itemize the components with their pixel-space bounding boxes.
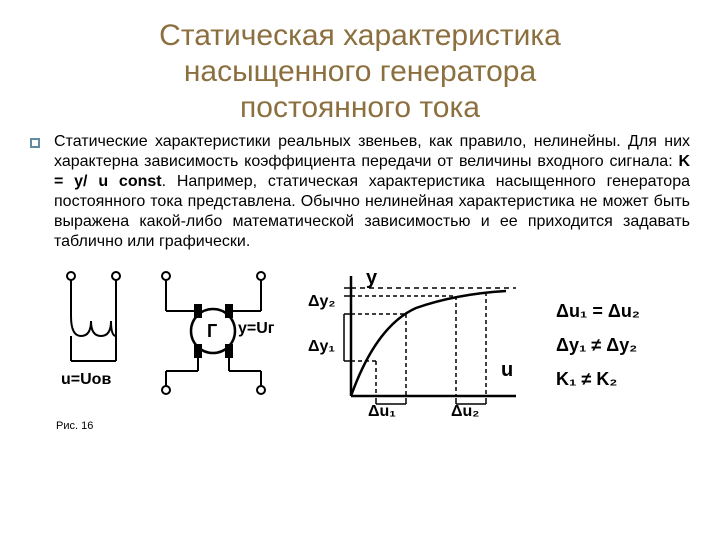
dy2-label: Δy₂	[308, 293, 336, 310]
title-line-2: насыщенного генератора	[184, 55, 536, 88]
eq-2: Δy₁ ≠ Δy₂	[556, 328, 640, 362]
circuit-diagram: u=Uов Г y=Uг Рис.	[56, 266, 276, 432]
bullet-icon	[30, 138, 40, 148]
du1-label: Δu₁	[368, 403, 396, 420]
y-axis-label: y	[366, 267, 378, 289]
graph-svg: y u Δy₂ Δy₁ Δu₁ Δu₂	[306, 266, 526, 426]
body-paragraph: Статические характеристики реальных звен…	[54, 132, 690, 252]
eq-1: Δu₁ = Δu₂	[556, 294, 640, 328]
figure-caption: Рис. 16	[56, 420, 276, 432]
equations-block: Δu₁ = Δu₂ Δy₁ ≠ Δy₂ K₁ ≠ K₂	[556, 266, 640, 397]
para-1: Статические характеристики реальных звен…	[54, 133, 690, 170]
title-line-3: постоянного тока	[240, 91, 480, 124]
title-line-1: Статическая характеристика	[159, 19, 561, 52]
u-label: u=Uов	[61, 371, 111, 388]
du2-label: Δu₂	[451, 403, 479, 420]
x-axis-label: u	[501, 359, 513, 381]
circuit-svg: u=Uов Г y=Uг	[56, 266, 276, 416]
figures-row: u=Uов Г y=Uг Рис.	[56, 266, 690, 432]
dy1-label: Δy₁	[308, 338, 335, 355]
gen-label: Г	[207, 321, 217, 341]
slide-title: Статическая характеристика насыщенного г…	[30, 18, 690, 126]
saturation-graph: y u Δy₂ Δy₁ Δu₁ Δu₂	[306, 266, 526, 426]
y-label: y=Uг	[238, 320, 275, 337]
eq-3: K₁ ≠ K₂	[556, 362, 640, 396]
body-row: Статические характеристики реальных звен…	[30, 132, 690, 252]
